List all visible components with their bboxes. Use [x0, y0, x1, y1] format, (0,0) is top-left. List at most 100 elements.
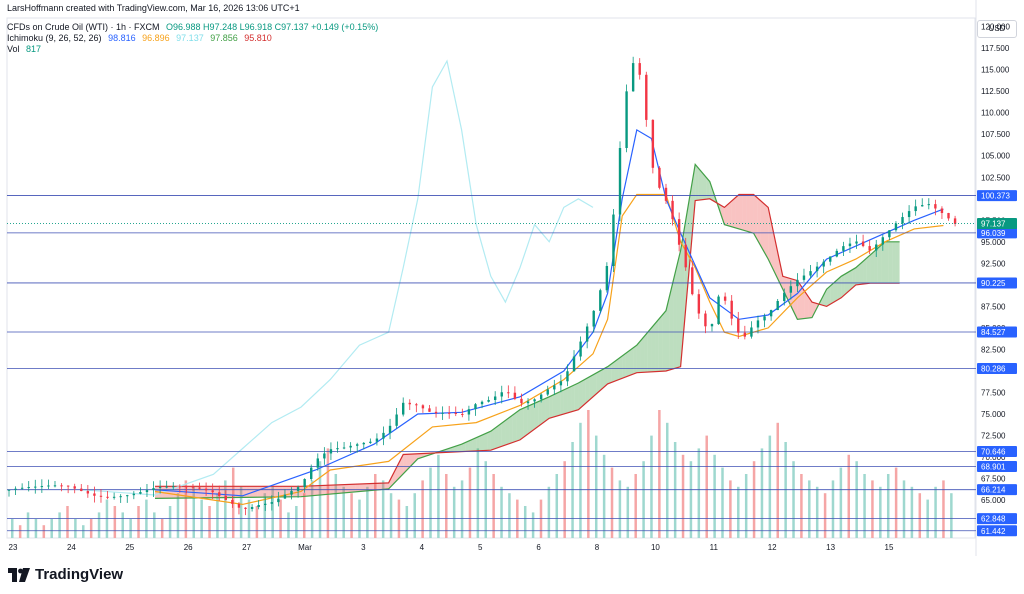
candle-body — [493, 396, 497, 400]
cloud-segment — [749, 194, 754, 234]
candle-body — [526, 401, 530, 404]
cloud-segment — [702, 172, 707, 200]
candle-body — [651, 119, 655, 168]
candle-body — [454, 412, 457, 414]
level-label: 68.901 — [981, 463, 1006, 472]
volume-bar — [295, 506, 298, 538]
volume-bar — [437, 454, 440, 538]
candle-body — [369, 441, 372, 443]
plot-frame — [6, 17, 976, 539]
cloud-segment — [374, 483, 378, 491]
y-tick-label: 82.500 — [981, 345, 1006, 354]
cloud-segment — [698, 168, 703, 201]
cloud-segment — [596, 370, 601, 394]
chart-credit: LarsHoffmann created with TradingView.co… — [7, 3, 300, 13]
candle-body — [487, 399, 490, 402]
cloud-segment — [392, 468, 396, 486]
volume-bar — [318, 461, 322, 538]
volume-bar — [942, 480, 945, 538]
volume-bar — [350, 493, 353, 538]
volume-bar — [768, 435, 772, 538]
volume-bar — [950, 493, 953, 538]
cloud-segment — [352, 484, 356, 493]
candle-body — [763, 316, 766, 321]
vol-label[interactable]: Vol — [7, 44, 20, 54]
candle-body — [559, 381, 563, 386]
y-tick-label: 72.500 — [981, 432, 1006, 441]
cloud-segment — [556, 391, 561, 417]
level-label-box — [977, 446, 1017, 458]
cloud-segment — [370, 483, 374, 491]
x-tick-label: 25 — [125, 543, 134, 552]
cloud-segment — [238, 486, 243, 498]
cloud-segment — [651, 323, 656, 372]
tradingview-logo-text: TradingView — [35, 566, 124, 583]
cloud-segment — [476, 436, 480, 451]
candle-body — [894, 223, 898, 231]
candle-body — [316, 458, 319, 468]
currency-selector[interactable]: USD — [977, 20, 1017, 38]
cloud-segment — [414, 453, 418, 463]
cloud-segment — [202, 486, 207, 498]
y-tick-label: 67.500 — [981, 475, 1006, 484]
cloud-segment — [764, 204, 769, 260]
candle-body — [204, 488, 208, 491]
cloud-segment — [607, 363, 612, 384]
candle-body — [47, 485, 50, 487]
cloud-segment — [728, 200, 732, 227]
cloud-segment — [472, 437, 477, 452]
candle-body — [441, 412, 444, 414]
candle-body — [789, 286, 793, 293]
candle-body — [165, 486, 168, 488]
symbol-legend-row: CFDs on Crude Oil (WTI) · 1h · FXCM O96.… — [7, 22, 382, 33]
cloud-segment — [563, 388, 568, 415]
cloud-segment — [746, 194, 750, 233]
candle-body — [697, 294, 701, 314]
cloud-segment — [603, 366, 608, 388]
volume-bar — [642, 461, 645, 538]
candle-body — [914, 206, 917, 212]
candle-body — [953, 218, 957, 224]
volume-bar — [137, 506, 140, 538]
cloud-segment — [574, 383, 579, 411]
candle-body — [520, 398, 523, 404]
candle-body — [815, 266, 819, 272]
cloud-segment — [859, 261, 864, 285]
cloud-segment — [808, 296, 812, 319]
cloud-segment — [837, 276, 842, 300]
volume-bar — [82, 525, 85, 538]
candle-body — [822, 261, 825, 267]
volume-bar — [366, 486, 369, 538]
cloud-segment — [888, 241, 893, 284]
cloud-segment — [545, 396, 550, 422]
candle-body — [704, 313, 707, 327]
cloud-segment — [271, 486, 276, 498]
candle-body — [185, 486, 188, 488]
volume-bar — [287, 512, 290, 538]
candle-body — [264, 503, 267, 506]
candle-body — [585, 326, 589, 342]
volume-bar — [776, 422, 779, 538]
candle-body — [546, 389, 549, 395]
volume-bar — [879, 486, 882, 538]
level-label: 61.442 — [981, 527, 1006, 536]
tradingview-logo[interactable]: TradingView — [8, 566, 123, 583]
volume-bar — [42, 525, 46, 538]
ichimoku-label[interactable]: Ichimoku (9, 26, 52, 26) — [7, 33, 102, 43]
symbol-name[interactable]: CFDs on Crude Oil (WTI) · 1h · FXCM — [7, 22, 160, 32]
candle-body — [710, 324, 714, 327]
candle-body — [881, 237, 885, 245]
volume-bar — [792, 461, 795, 538]
candle-body — [664, 187, 668, 201]
candle-body — [507, 392, 510, 394]
volume-bar — [334, 474, 338, 538]
cloud-segment — [625, 350, 630, 377]
cloud-segment — [841, 274, 845, 298]
cloud-segment — [530, 403, 535, 432]
cloud-segment — [804, 291, 809, 319]
cloud-segment — [585, 376, 590, 404]
candle-body — [684, 244, 687, 268]
candle-body — [218, 492, 221, 496]
cloud-segment — [589, 374, 593, 401]
